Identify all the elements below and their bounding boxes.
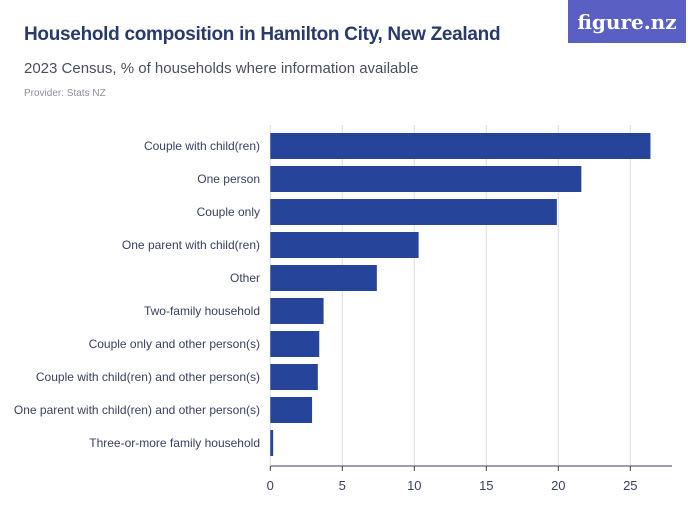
x-tick-label: 25: [623, 478, 637, 493]
x-tick-label: 15: [479, 478, 493, 493]
chart-title: Household composition in Hamilton City, …: [24, 24, 501, 45]
category-label: One person: [197, 172, 260, 186]
category-label: Two-family household: [144, 304, 260, 318]
category-label: Couple only and other person(s): [89, 337, 260, 351]
bar: [270, 166, 582, 192]
category-label: Couple only: [197, 205, 260, 219]
bar: [270, 397, 313, 423]
chart-subtitle: 2023 Census, % of households where infor…: [24, 60, 419, 77]
bar: [270, 364, 318, 390]
bar: [270, 430, 274, 456]
category-label: One parent with child(ren) and other per…: [14, 403, 260, 417]
provider-label: Provider: Stats NZ: [24, 88, 106, 99]
x-tick-label: 20: [551, 478, 565, 493]
x-tick-label: 10: [407, 478, 421, 493]
category-label: Other: [230, 271, 260, 285]
figure-nz-logo[interactable]: figure.nz: [568, 0, 686, 43]
bar: [270, 232, 419, 258]
bar: [270, 133, 651, 159]
bar: [270, 331, 320, 357]
category-label: One parent with child(ren): [122, 238, 260, 252]
x-tick-label: 0: [267, 478, 274, 493]
bar: [270, 298, 324, 324]
bar: [270, 199, 557, 225]
bar: [270, 265, 377, 291]
category-label: Couple with child(ren): [144, 139, 260, 153]
category-label: Couple with child(ren) and other person(…: [36, 370, 260, 384]
x-tick-label: 5: [339, 478, 346, 493]
category-label: Three-or-more family household: [89, 436, 260, 450]
